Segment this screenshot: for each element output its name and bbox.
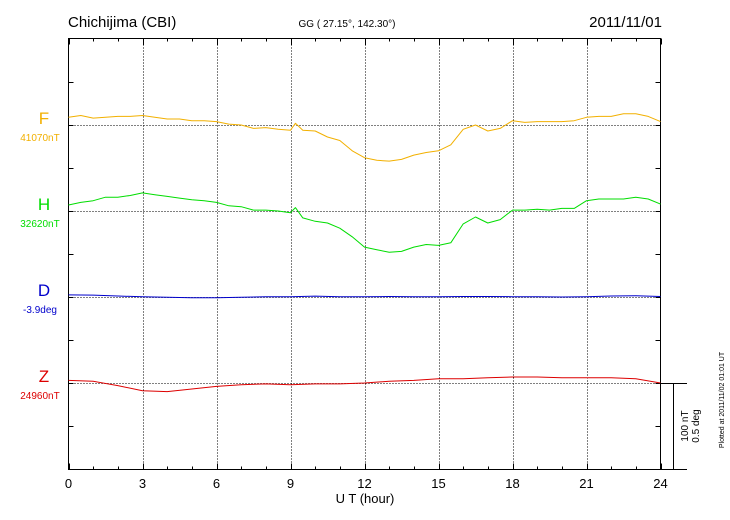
grid-lines xyxy=(68,38,661,470)
station-coords: GG ( 27.15°, 142.30°) xyxy=(299,19,396,30)
station-title: Chichijima (CBI) xyxy=(68,14,176,31)
series-line-h xyxy=(68,192,661,253)
x-tick-label: 6 xyxy=(213,476,220,491)
series-baseline-h: 32620nT xyxy=(20,219,59,230)
x-tick-label: 9 xyxy=(287,476,294,491)
x-tick-labels: 0 3 6 9 12 15 18 21 24 xyxy=(65,476,668,491)
scale-bar xyxy=(660,383,687,470)
series-name-d: D xyxy=(38,281,50,300)
x-tick-label: 21 xyxy=(579,476,593,491)
series-line-d xyxy=(68,294,661,299)
x-tick-label: 3 xyxy=(139,476,146,491)
series-labels: F 41070nT H 32620nT D -3.9deg Z 24960nT xyxy=(20,109,59,402)
x-tick-label: 15 xyxy=(431,476,445,491)
scale-bar-nt: 100 nT xyxy=(680,410,691,441)
series-line-z xyxy=(68,376,661,393)
series-lines xyxy=(68,113,661,393)
series-baseline-f: 41070nT xyxy=(20,133,59,144)
plot-frame xyxy=(68,38,661,470)
plot-date: 2011/11/01 xyxy=(589,14,662,31)
scale-bar-deg: 0.5 deg xyxy=(691,409,702,442)
x-tick-label: 18 xyxy=(505,476,519,491)
x-tick-label: 24 xyxy=(653,476,667,491)
x-tick-label: 0 xyxy=(65,476,72,491)
series-line-f xyxy=(68,113,661,162)
axis-ticks xyxy=(68,38,662,470)
series-name-h: H xyxy=(38,195,50,214)
x-axis-label: U T (hour) xyxy=(336,491,395,506)
series-name-z: Z xyxy=(39,367,49,386)
series-baseline-z: 24960nT xyxy=(20,391,59,402)
plotted-timestamp: Plotted at 2011/11/02 01:01 UT xyxy=(719,351,726,448)
series-baseline-d: -3.9deg xyxy=(23,305,57,316)
x-tick-label: 12 xyxy=(357,476,371,491)
series-name-f: F xyxy=(39,109,49,128)
